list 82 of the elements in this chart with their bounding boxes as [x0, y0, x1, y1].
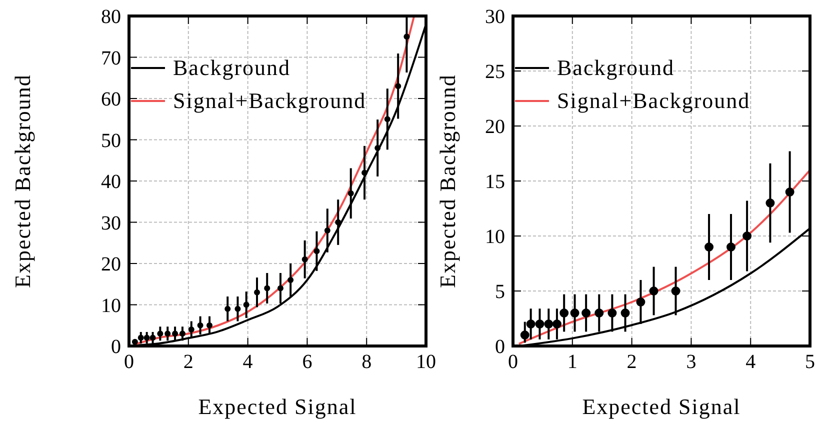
point [314, 248, 320, 254]
line-series [518, 169, 810, 345]
point [608, 308, 617, 318]
point [526, 320, 536, 328]
y-tick-label: 20 [485, 116, 505, 138]
point [224, 306, 231, 312]
legend-label: Signal+Background [557, 88, 750, 113]
y-tick-label: 10 [101, 294, 121, 317]
point [704, 242, 714, 252]
point [157, 330, 164, 337]
point [264, 285, 270, 292]
x-tick-label: 4 [242, 351, 253, 373]
legend-label: Background [557, 55, 675, 80]
point [206, 322, 212, 328]
y-axis-title: Expected Background [10, 74, 35, 288]
point [594, 308, 604, 318]
y-tick-label: 0 [111, 336, 121, 358]
point [324, 228, 330, 234]
y-tick-label: 70 [101, 47, 121, 70]
y-tick-label: 30 [485, 6, 505, 28]
x-tick-label: 2 [183, 351, 194, 373]
point [374, 145, 381, 151]
point [726, 242, 736, 252]
x-tick-label: 1 [567, 351, 578, 373]
point [384, 116, 390, 122]
y-axis-title: Expected Background [435, 74, 460, 288]
point [362, 170, 368, 176]
point [404, 34, 410, 40]
point [150, 334, 156, 341]
point [395, 83, 402, 90]
x-tick-label: 8 [362, 351, 372, 373]
x-tick-label: 6 [302, 351, 312, 373]
point [277, 285, 284, 292]
point [620, 308, 630, 318]
point [671, 286, 680, 296]
point [197, 322, 204, 328]
point [582, 308, 591, 318]
x-tick-label: 10 [416, 351, 436, 373]
x-axis-title: Expected Signal [198, 394, 357, 419]
point [335, 219, 342, 226]
y-tick-label: 15 [485, 171, 505, 193]
legend-label: Background [173, 55, 291, 80]
point [570, 308, 580, 318]
point [520, 330, 530, 340]
y-tick-label: 0 [495, 336, 505, 358]
point [138, 334, 144, 341]
x-tick-label: 5 [805, 351, 815, 373]
y-tick-label: 40 [101, 171, 121, 193]
point [243, 302, 250, 308]
point [348, 190, 354, 196]
point [535, 320, 544, 328]
y-tick-label: 80 [101, 6, 121, 28]
point [132, 338, 138, 345]
point [302, 256, 308, 262]
x-tick-label: 4 [746, 351, 756, 373]
point [766, 198, 775, 208]
point [144, 334, 150, 341]
point [188, 326, 194, 332]
point [234, 306, 241, 312]
point [288, 277, 294, 283]
point [785, 188, 794, 196]
y-tick-label: 60 [101, 88, 121, 110]
point [164, 330, 171, 337]
legend-label: Signal+Background [173, 88, 366, 113]
point [649, 286, 658, 296]
point [179, 330, 186, 337]
y-tick-label: 50 [101, 130, 121, 152]
point [742, 232, 752, 240]
point [552, 320, 562, 328]
x-tick-label: 3 [686, 351, 696, 373]
point [560, 308, 569, 318]
point [544, 320, 554, 328]
y-tick-label: 25 [485, 61, 505, 83]
x-axis-title: Expected Signal [582, 394, 741, 419]
point [254, 289, 260, 296]
point [172, 330, 178, 337]
y-tick-label: 5 [495, 281, 505, 303]
point [636, 298, 646, 306]
y-tick-label: 20 [101, 254, 121, 276]
x-tick-label: 2 [626, 351, 637, 373]
y-tick-label: 10 [485, 226, 505, 248]
y-tick-label: 30 [101, 212, 121, 234]
